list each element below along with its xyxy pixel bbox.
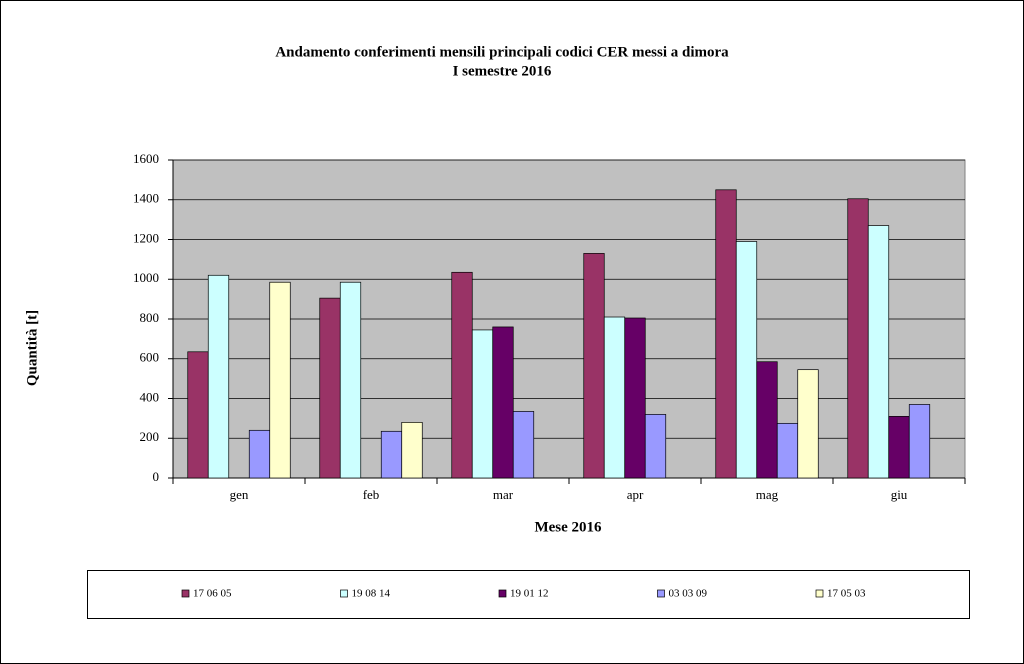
bar	[187, 351, 209, 479]
bar	[512, 411, 535, 479]
y-tick-label: 400	[140, 389, 160, 404]
y-tick-label: 800	[140, 310, 160, 325]
legend-label: 19 08 14	[352, 588, 391, 600]
legend-label: 03 03 09	[669, 588, 708, 600]
legend-label: 17 06 05	[193, 588, 232, 600]
x-tick-label: gen	[230, 487, 249, 502]
bar	[269, 281, 291, 479]
bar	[888, 416, 910, 479]
legend-swatch	[657, 589, 665, 598]
bar	[471, 329, 494, 479]
bar	[715, 189, 737, 479]
bar	[492, 326, 514, 479]
y-tick-label: 200	[140, 429, 160, 444]
bar	[339, 281, 362, 479]
x-tick-label: giu	[891, 487, 908, 502]
legend-swatch	[340, 589, 348, 598]
x-tick-label: mag	[756, 487, 779, 502]
legend-swatch	[815, 589, 824, 598]
y-tick-label: 1200	[133, 230, 159, 245]
x-tick-label: mar	[493, 487, 514, 502]
legend-swatch	[498, 589, 507, 598]
bar	[847, 198, 869, 479]
y-axis-label: Quantità [t]	[24, 310, 40, 386]
legend-swatch	[181, 589, 190, 598]
x-axis-label: Mese 2016	[534, 519, 602, 535]
y-tick-label: 1000	[133, 270, 159, 285]
y-tick-label: 600	[140, 350, 160, 365]
bar	[624, 317, 646, 479]
bar	[735, 241, 758, 479]
bar	[797, 369, 819, 479]
y-tick-label: 0	[153, 469, 160, 484]
bar	[603, 316, 626, 479]
chart-title: Andamento conferimenti mensili principal…	[275, 44, 729, 60]
legend-label: 19 01 12	[510, 588, 549, 600]
y-tick-label: 1600	[133, 151, 159, 166]
x-tick-label: apr	[627, 487, 644, 502]
bar	[583, 253, 605, 479]
bar	[319, 297, 341, 479]
bar	[756, 361, 778, 479]
bar	[451, 271, 473, 479]
bar	[380, 430, 403, 479]
chart-subtitle: I semestre 2016	[453, 63, 552, 79]
bar	[248, 429, 271, 479]
y-tick-label: 1400	[133, 191, 159, 206]
legend-label: 17 05 03	[827, 588, 866, 600]
bar	[207, 274, 230, 479]
bar	[776, 422, 799, 479]
bar	[908, 404, 931, 479]
bar	[401, 422, 423, 479]
bar	[644, 414, 667, 479]
bar	[867, 225, 890, 479]
x-tick-label: feb	[363, 487, 380, 502]
